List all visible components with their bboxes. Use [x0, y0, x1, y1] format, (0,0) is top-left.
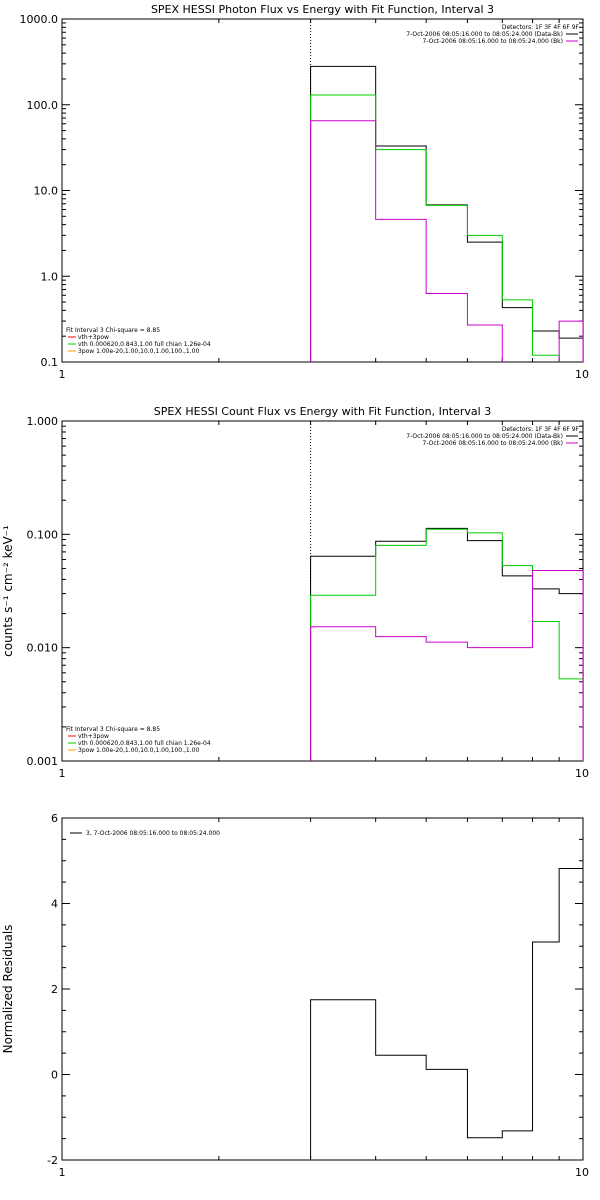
- y-axis-label: Normalized Residuals: [1, 925, 15, 1054]
- x-tick-label: 10: [575, 767, 589, 780]
- x-tick-label: 10: [575, 368, 589, 381]
- series-step-black: [310, 867, 583, 1160]
- chart-title: SPEX HESSI Photon Flux vs Energy with Fi…: [151, 3, 494, 16]
- series-step-black: [310, 527, 583, 761]
- y-axis-label: counts s⁻¹ cm⁻² keV⁻¹: [1, 525, 15, 657]
- y-tick-label: 1.0: [41, 270, 59, 283]
- y-tick-label: 0: [51, 1069, 58, 1082]
- y-tick-label: 2: [51, 983, 58, 996]
- legend-top-right: Detectors: 1F 3F 4F 6F 9F7-Oct-2006 08:0…: [406, 24, 579, 45]
- legend-entry: Detectors: 1F 3F 4F 6F 9F: [502, 24, 580, 31]
- legend-entry: Detectors: 1F 3F 4F 6F 9F: [502, 426, 580, 433]
- data-layer: [310, 65, 583, 362]
- legend-entry: 7-Oct-2006 08:05:16.000 to 08:05:24.000 …: [423, 440, 564, 447]
- plot-frame: [61, 420, 584, 762]
- legend-entry: vth 0.000620,0.843,1.00 full chian 1.26e…: [78, 740, 211, 747]
- x-tick-label: 1: [59, 767, 66, 780]
- legend-bottom-left: Fit Interval 3 Chi-square = 8.85vth+3pow…: [66, 327, 211, 355]
- x-tick-label: 1: [59, 1166, 66, 1179]
- chart-title: SPEX HESSI Count Flux vs Energy with Fit…: [154, 405, 491, 418]
- y-tick-label: 0.010: [27, 642, 59, 655]
- legend-top-left: 3, 7-Oct-2006 08:05:16.000 to 08:05:24.0…: [70, 830, 220, 837]
- x-tick-label: 10: [575, 1166, 589, 1179]
- data-layer: [310, 527, 583, 761]
- y-tick-label: 1.000: [27, 415, 59, 428]
- y-tick-label: 6: [51, 812, 58, 825]
- y-tick-label: 10.0: [34, 185, 59, 198]
- legend-entry: 7-Oct-2006 08:05:16.000 to 08:05:24.000 …: [406, 31, 563, 38]
- legend-entry: 3, 7-Oct-2006 08:05:16.000 to 08:05:24.0…: [86, 830, 220, 837]
- legend-entry: vth+3pow: [78, 733, 109, 740]
- legend-entry: vth+3pow: [78, 334, 109, 341]
- legend-bottom-left: Fit Interval 3 Chi-square = 8.85vth+3pow…: [66, 726, 211, 754]
- legend-entry: 7-Oct-2006 08:05:16.000 to 08:05:24.000 …: [406, 433, 563, 440]
- y-tick-label: 100.0: [27, 99, 59, 112]
- series-step-magenta: [310, 120, 583, 362]
- y-tick-label: 4: [51, 898, 58, 911]
- plot-frame: [61, 18, 584, 363]
- legend-entry: vth 0.000620,0.843,1.00 full chian 1.26e…: [78, 341, 211, 348]
- legend-top-right: Detectors: 1F 3F 4F 6F 9F7-Oct-2006 08:0…: [406, 426, 579, 447]
- y-tick-label: 0.1: [41, 356, 59, 369]
- chart-panel-3: 1 10 -2 0 2 4 6 Normalized Residuals 3, 7-Oct-20…: [1, 812, 589, 1179]
- data-layer: [310, 867, 583, 1160]
- chart-panel-1: SPEX HESSI Photon Flux vs Energy with Fi…: [20, 3, 590, 381]
- legend-entry: Fit Interval 3 Chi-square = 8.85: [66, 726, 160, 733]
- series-step-green: [310, 94, 583, 362]
- plot-frame: [61, 817, 584, 1161]
- y-tick-label: 1000.0: [20, 13, 59, 26]
- series-step-black: [310, 65, 583, 362]
- series-step-magenta: [310, 569, 583, 761]
- legend-entry: Fit Interval 3 Chi-square = 8.85: [66, 327, 160, 334]
- y-tick-label: -2: [47, 1154, 58, 1167]
- y-tick-label: 0.001: [27, 755, 59, 768]
- legend-entry: 7-Oct-2006 08:05:16.000 to 08:05:24.000 …: [423, 38, 564, 45]
- legend-entry: 3pow 1.00e-20,1.00,10.0,1.00,100.,1.00: [78, 348, 199, 355]
- series-step-green: [310, 528, 583, 761]
- x-tick-label: 1: [59, 368, 66, 381]
- chart-panel-2: SPEX HESSI Count Flux vs Energy with Fit…: [1, 405, 589, 780]
- y-tick-label: 0.100: [27, 528, 59, 541]
- legend-entry: 3pow 1.00e-20,1.00,10.0,1.00,100.,1.00: [78, 747, 199, 754]
